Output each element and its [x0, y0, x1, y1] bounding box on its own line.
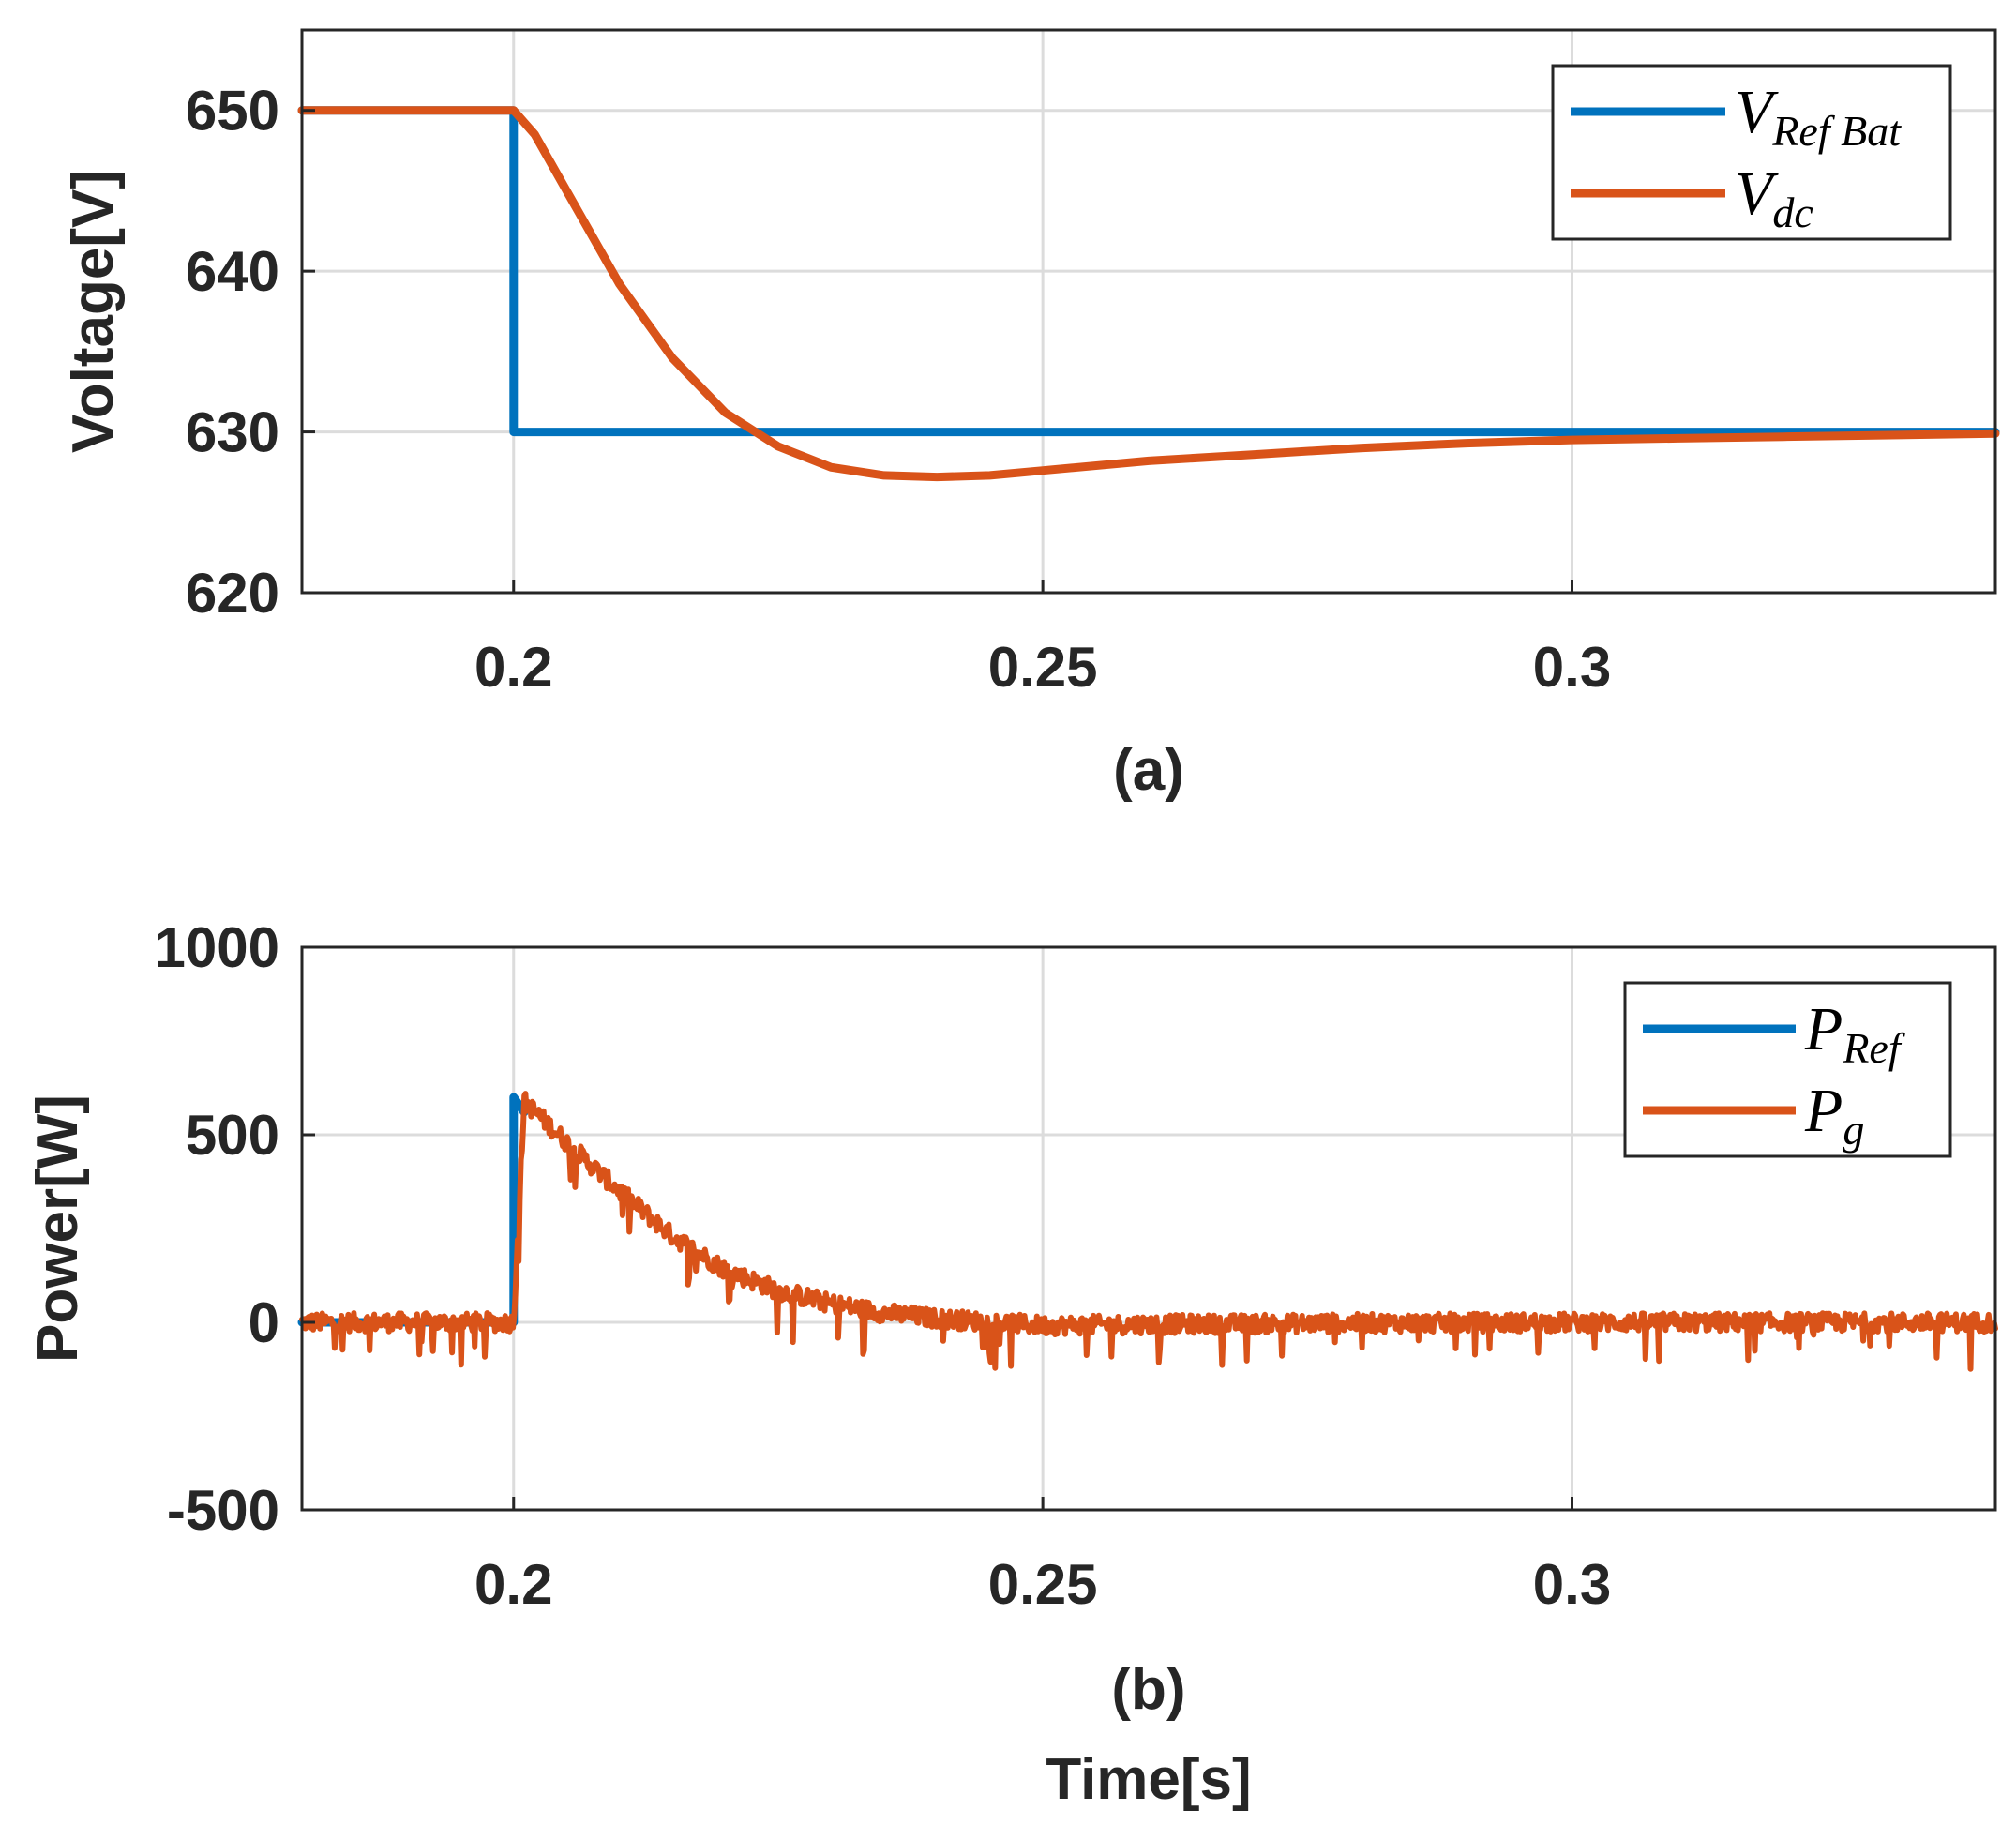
voltage-x-tick-label: 0.2 — [474, 636, 552, 699]
subplot-b-label: (b) — [1111, 1657, 1185, 1722]
power-x-tick-label: 0.25 — [988, 1553, 1098, 1616]
voltage-y-ticks: 620 630 640 650 — [186, 80, 315, 625]
power-y-ticks: -500 0 500 1000 — [155, 916, 315, 1542]
power-x-axis-label: Time[s] — [1046, 1747, 1251, 1812]
voltage-x-ticks: 0.2 0.25 0.3 — [474, 580, 1611, 699]
power-y-tick-label: 500 — [186, 1104, 279, 1167]
voltage-y-axis-label: Voltage[V] — [61, 170, 126, 453]
power-y-tick-label: 0 — [248, 1291, 279, 1354]
power-legend: PRef Pg — [1623, 981, 1952, 1158]
power-axes-frame — [300, 945, 1997, 1512]
voltage-y-tick-label: 630 — [186, 401, 279, 464]
legend-label-vdc: Vdc — [1735, 159, 1813, 236]
series-line-p-g — [299, 1091, 1998, 1372]
power-y-tick-label: -500 — [167, 1479, 279, 1542]
power-x-tick-label: 0.3 — [1533, 1553, 1611, 1616]
power-legend-box — [1623, 981, 1952, 1158]
voltage-y-tick-label: 650 — [186, 80, 279, 143]
power-subplot: -500 0 500 1000 0.2 0.25 0.3 Power[W] (b) Tim… — [25, 916, 1998, 1812]
legend-label-pg: Pg — [1804, 1077, 1864, 1154]
voltage-legend-box — [1551, 64, 1952, 241]
power-x-tick-label: 0.2 — [474, 1553, 552, 1616]
voltage-legend: VRef Bat Vdc — [1551, 64, 1952, 241]
voltage-axes-frame — [300, 28, 1997, 595]
legend-label-pref: PRef — [1804, 995, 1906, 1072]
voltage-subplot: 620 630 640 650 0.2 0.25 0.3 Voltage[V] (a) V… — [61, 28, 2000, 803]
legend-label-vrefbat: VRef Bat — [1735, 78, 1902, 155]
subplot-a-label: (a) — [1113, 738, 1184, 803]
voltage-x-tick-label: 0.3 — [1533, 636, 1611, 699]
voltage-y-tick-label: 640 — [186, 240, 279, 303]
voltage-y-tick-label: 620 — [186, 562, 279, 625]
voltage-series — [297, 106, 2000, 482]
series-line-v-dc — [297, 106, 2000, 482]
power-x-ticks: 0.2 0.25 0.3 — [474, 1497, 1611, 1616]
voltage-x-tick-label: 0.25 — [988, 636, 1098, 699]
power-series — [297, 1091, 1998, 1372]
power-y-axis-label: Power[W] — [25, 1094, 90, 1363]
power-y-tick-label: 1000 — [155, 916, 279, 979]
